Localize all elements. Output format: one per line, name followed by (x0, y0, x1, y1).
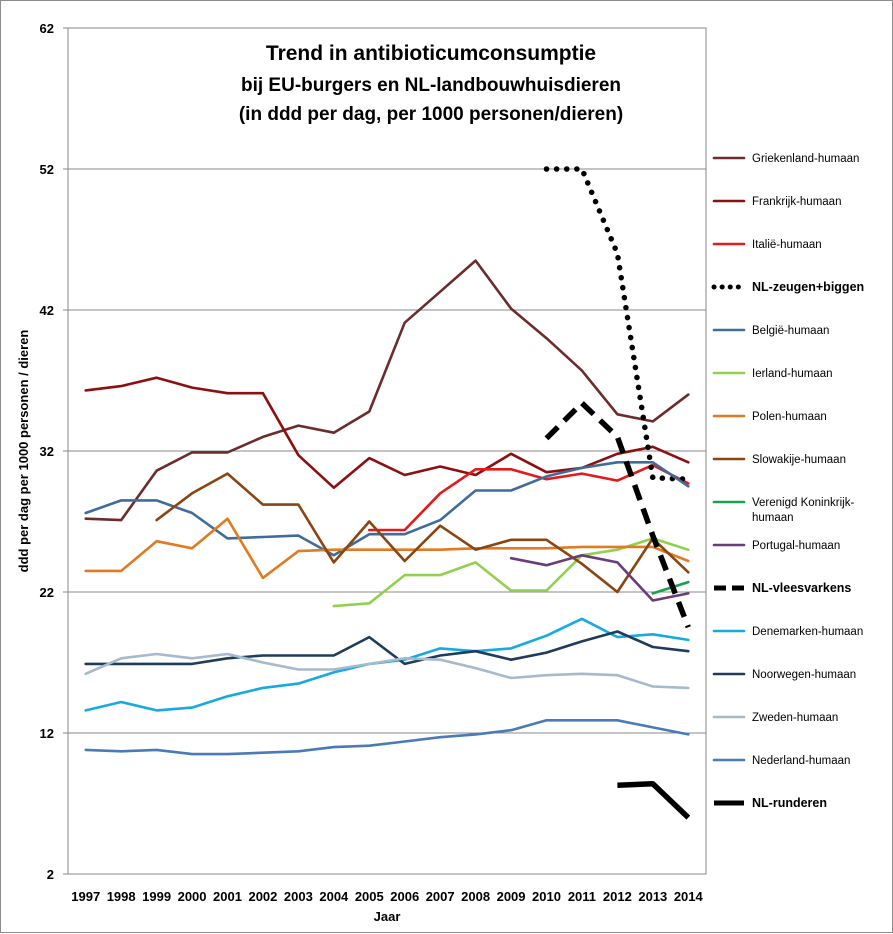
y-tick-label: 62 (40, 21, 54, 36)
x-tick-label: 2003 (284, 889, 313, 904)
legend-label-belgie-humaan: België-humaan (752, 325, 829, 337)
series-line-noorwegen-humaan (84, 630, 690, 666)
legend-label-italie-humaan: Italië-humaan (752, 239, 822, 251)
series-line-belgie-humaan (84, 461, 690, 557)
series-line-frankrijk-humaan (84, 376, 690, 489)
legend: Griekenland-humaan Frankrijk-humaan Italië… (711, 153, 864, 810)
legend-label-slowakije-humaan: Slowakije-humaan (752, 454, 846, 466)
x-tick-label: 2014 (674, 889, 704, 904)
x-tick-label: 1997 (71, 889, 100, 904)
gridlines (68, 168, 706, 734)
x-tick-label: 1999 (142, 889, 171, 904)
chart-subtitle-line-1: bij EU-burgers en NL-landbouwhuisdieren (241, 75, 621, 96)
series-line-nl-vleesvarkens (544, 400, 691, 629)
x-tick-label: 1998 (107, 889, 136, 904)
legend-label-noorwegen-humaan: Noorwegen-humaan (752, 669, 856, 681)
legend-label-zweden-humaan: Zweden-humaan (752, 712, 838, 724)
y-axis-title: ddd per dag per 1000 personen / dieren (16, 330, 31, 573)
y-tick-label: 2 (47, 867, 54, 882)
y-axis-ticks: 2 12 22 32 42 52 62 (40, 21, 68, 882)
legend-label-frankrijk-humaan: Frankrijk-humaan (752, 196, 841, 208)
series-lines (84, 166, 692, 820)
x-tick-label: 2012 (603, 889, 632, 904)
chart-title: Trend in antibioticumconsumptie (266, 42, 596, 65)
x-tick-label: 2013 (638, 889, 667, 904)
legend-label-ierland-humaan: Ierland-humaan (752, 368, 833, 380)
legend-label-denemarken-humaan: Denemarken-humaan (752, 626, 863, 638)
x-tick-label: 2010 (532, 889, 561, 904)
series-line-nederland-humaan (84, 719, 690, 756)
y-tick-label: 32 (40, 444, 54, 459)
x-tick-label: 2004 (319, 889, 349, 904)
legend-label-verenigd-koninkrijk-humaan: Verenigd Koninkrijk-humaan (752, 497, 854, 524)
legend-label-nl-vleesvarkens: NL-vleesvarkens (752, 581, 851, 595)
x-tick-label: 2009 (497, 889, 526, 904)
x-tick-label: 2011 (568, 889, 596, 904)
legend-label-nl-runderen: NL-runderen (752, 796, 827, 810)
x-tick-label: 2001 (213, 889, 242, 904)
x-axis-title: Jaar (374, 909, 401, 924)
x-axis-ticks: 1997 1998 1999 2000 2001 2002 2003 2004 2005 2006… (71, 889, 703, 904)
x-tick-label: 2005 (355, 889, 384, 904)
y-tick-label: 12 (40, 726, 54, 741)
legend-label-polen-humaan: Polen-humaan (752, 411, 827, 423)
legend-label-griekenland-humaan: Griekenland-humaan (752, 153, 859, 165)
x-tick-label: 2008 (461, 889, 490, 904)
series-line-italie-humaan (368, 463, 690, 532)
series-line-nl-zeugen-biggen (543, 166, 692, 482)
chart-subtitle-line-2: (in ddd per dag, per 1000 personen/diere… (239, 104, 623, 125)
series-line-slowakije-humaan (155, 472, 690, 594)
y-tick-label: 22 (40, 585, 54, 600)
y-tick-label: 42 (40, 303, 54, 318)
series-line-portugal-humaan (509, 554, 690, 602)
series-line-nl-runderen (617, 781, 691, 820)
series-line-polen-humaan (84, 517, 690, 580)
legend-label-portugal-humaan: Portugal-humaan (752, 540, 840, 552)
x-tick-label: 2002 (248, 889, 277, 904)
legend-label-nederland-humaan: Nederland-humaan (752, 755, 850, 767)
x-tick-label: 2000 (178, 889, 207, 904)
x-tick-label: 2006 (390, 889, 419, 904)
series-line-zweden-humaan (84, 652, 690, 690)
series-line-griekenland-humaan (84, 259, 690, 522)
x-tick-label: 2007 (426, 889, 455, 904)
y-tick-label: 52 (40, 162, 54, 177)
legend-label-nl-zeugen-biggen: NL-zeugen+biggen (752, 280, 864, 294)
